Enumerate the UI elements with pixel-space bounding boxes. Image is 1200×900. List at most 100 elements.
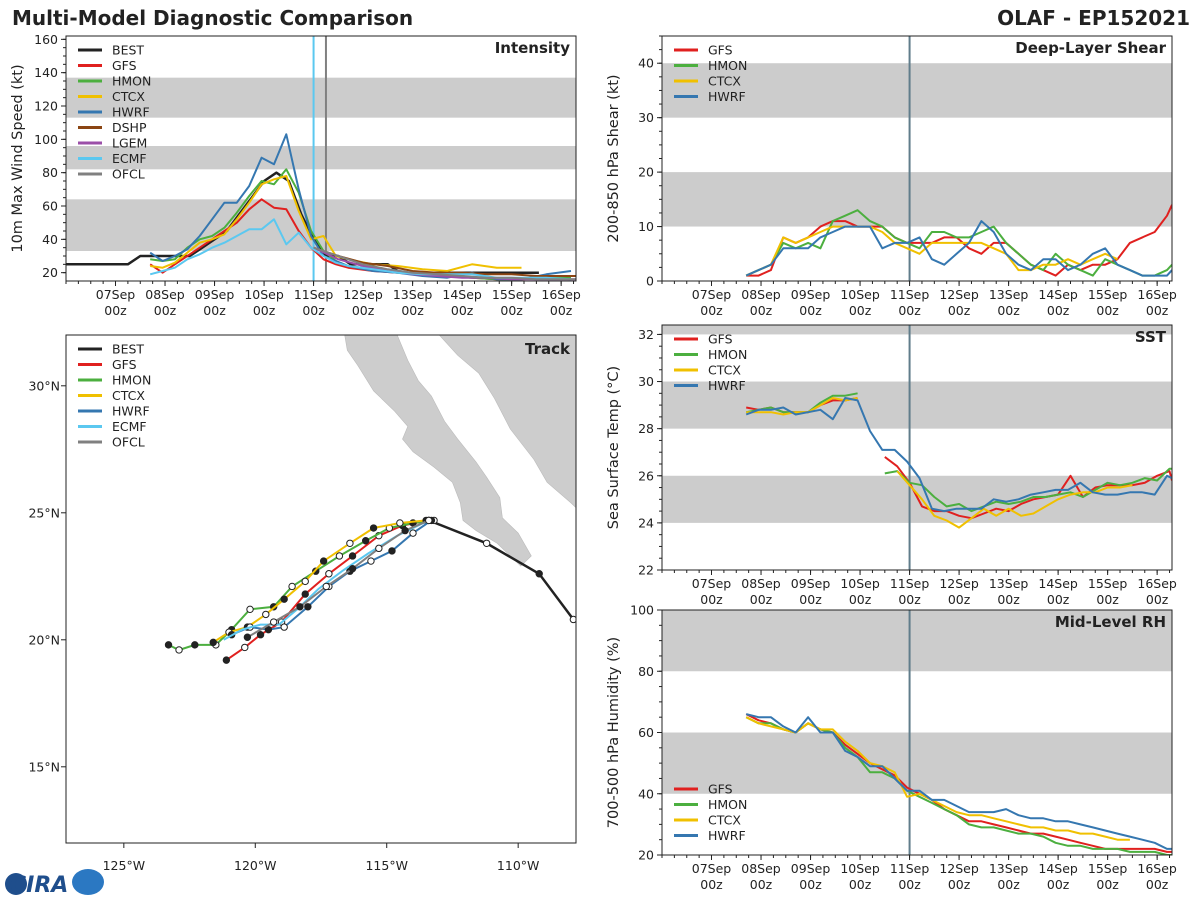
rh-ylabel: 700-500 hPa Humidity (%): [606, 637, 622, 828]
panel-intensity: 2040608010012014016007Sep00z08Sep00z09Se…: [10, 32, 581, 318]
shear-xtick-label: 13Sep: [989, 287, 1029, 302]
track-point-hmon: [335, 552, 344, 560]
shear-title: Deep-Layer Shear: [1015, 39, 1166, 57]
shear-xtick-label: 00z: [750, 303, 773, 318]
rh-xtick-label: 11Sep: [890, 861, 930, 876]
shear-xtick-label: 00z: [1047, 303, 1070, 318]
rh-legend-label-ctcx: CTCX: [708, 813, 741, 828]
track-point-ofcl: [375, 544, 383, 553]
rh-xtick-label: 14Sep: [1038, 861, 1078, 876]
intensity-legend-label-lgem: LGEM: [112, 136, 147, 151]
intensity-xtick-label: 16Sep: [541, 287, 581, 302]
sst-ytick-label: 28: [638, 421, 654, 436]
shear-ytick-label: 20: [638, 165, 654, 180]
track-point-hmon: [175, 646, 183, 654]
track-series-ofcl: [246, 519, 430, 639]
shear-shaded-band: [662, 63, 1172, 118]
track-point-ofcl: [296, 603, 304, 611]
sst-legend-label-gfs: GFS: [708, 332, 733, 347]
track-point-hwrf: [367, 557, 375, 565]
sst-xtick-label: 00z: [997, 592, 1020, 607]
track-point-ofcl: [269, 618, 278, 626]
track-ytick-label: 30°N: [28, 378, 60, 393]
track-point-best: [482, 539, 491, 547]
track-point-gfs: [301, 590, 309, 598]
sst-title: SST: [1135, 328, 1167, 346]
intensity-ytick-label: 120: [34, 99, 58, 114]
sst-xtick-label: 12Sep: [939, 576, 979, 591]
rh-ytick-label: 80: [638, 664, 654, 679]
track-xtick-label: 115°W: [365, 858, 407, 873]
sst-legend-label-hmon: HMON: [708, 347, 747, 362]
track-point-ctcx: [209, 638, 217, 647]
shear-ytick-label: 30: [638, 110, 654, 125]
sst-xtick-label: 07Sep: [692, 576, 732, 591]
sst-frame: [661, 324, 1173, 571]
track-legend-label-hmon: HMON: [112, 373, 151, 388]
intensity-ytick-label: 160: [34, 32, 58, 47]
sst-xtick-label: 13Sep: [989, 576, 1029, 591]
sst-shaded-band: [662, 381, 1172, 429]
track-map-area: [164, 335, 576, 664]
track-point-hwrf: [304, 603, 312, 611]
rh-xtick-label: 13Sep: [989, 861, 1029, 876]
rh-series-hwrf: [745, 713, 1172, 850]
sst-plot-area: [662, 325, 1172, 570]
track-point-hwrf: [280, 623, 288, 631]
intensity-xtick-label: 00z: [253, 303, 276, 318]
rh-xtick-label: 12Sep: [939, 861, 979, 876]
rh-xtick-label: 00z: [750, 877, 773, 892]
intensity-legend-label-hmon: HMON: [112, 74, 151, 89]
intensity-ytick-label: 20: [42, 265, 58, 280]
shear-xtick-label: 00z: [1096, 303, 1119, 318]
track-legend-label-hwrf: HWRF: [112, 404, 150, 419]
intensity-xtick-label: 13Sep: [393, 287, 433, 302]
sst-xtick-label: 00z: [700, 592, 723, 607]
intensity-xtick-label: 00z: [104, 303, 127, 318]
sst-series-hwrf: [745, 397, 1172, 513]
track-point-ctcx: [396, 519, 404, 527]
intensity-xtick-label: 11Sep: [294, 287, 334, 302]
shear-legend-label-ctcx: CTCX: [708, 74, 741, 89]
shear-ytick-label: 0: [646, 274, 654, 289]
intensity-xtick-label: 00z: [500, 303, 523, 318]
intensity-xtick-label: 00z: [451, 303, 474, 318]
intensity-ytick-label: 140: [34, 65, 58, 80]
shear-xtick-label: 15Sep: [1088, 287, 1128, 302]
rh-xtick-label: 00z: [700, 877, 723, 892]
track-point-ctcx: [262, 610, 270, 619]
cira-logo-globe: [5, 873, 27, 895]
track-point-hmon: [191, 641, 199, 649]
intensity-legend-label-hwrf: HWRF: [112, 105, 150, 120]
track-point-hmon: [361, 537, 370, 545]
sst-xtick-label: 09Sep: [791, 576, 831, 591]
baja-landmass: [344, 335, 532, 567]
track-point-ctcx: [280, 595, 288, 603]
track-point-hmon: [288, 582, 296, 591]
sst-ytick-label: 22: [638, 563, 654, 578]
shear-legend-label-hmon: HMON: [708, 58, 747, 73]
shear-plot-area: [662, 36, 1172, 281]
intensity-xtick-label: 00z: [401, 303, 424, 318]
sst-xtick-label: 00z: [750, 592, 773, 607]
rh-legend-label-hwrf: HWRF: [708, 828, 746, 843]
rh-xtick-label: 15Sep: [1088, 861, 1128, 876]
track-point-ofcl: [348, 564, 357, 573]
cira-logo: CIRA: [5, 869, 104, 898]
sst-legend-label-ctcx: CTCX: [708, 363, 741, 378]
rh-shaded-band: [662, 732, 1172, 794]
intensity-ylabel: 10m Max Wind Speed (kt): [10, 64, 26, 252]
intensity-shaded-band: [66, 146, 576, 170]
cira-logo-text: CIRA: [10, 873, 68, 898]
track-legend-label-best: BEST: [112, 342, 144, 357]
track-frame: [65, 334, 577, 844]
track-point-ctcx: [319, 557, 328, 565]
track-point-gfs: [222, 656, 231, 664]
sst-xtick-label: 00z: [799, 592, 822, 607]
track-point-ctcx: [346, 539, 354, 547]
figure-title: Multi-Model Diagnostic Comparison: [12, 6, 413, 30]
intensity-series-ofcl: [313, 246, 576, 281]
track-point-hmon: [246, 605, 254, 614]
intensity-ytick-label: 80: [42, 165, 58, 180]
rh-xtick-label: 00z: [997, 877, 1020, 892]
